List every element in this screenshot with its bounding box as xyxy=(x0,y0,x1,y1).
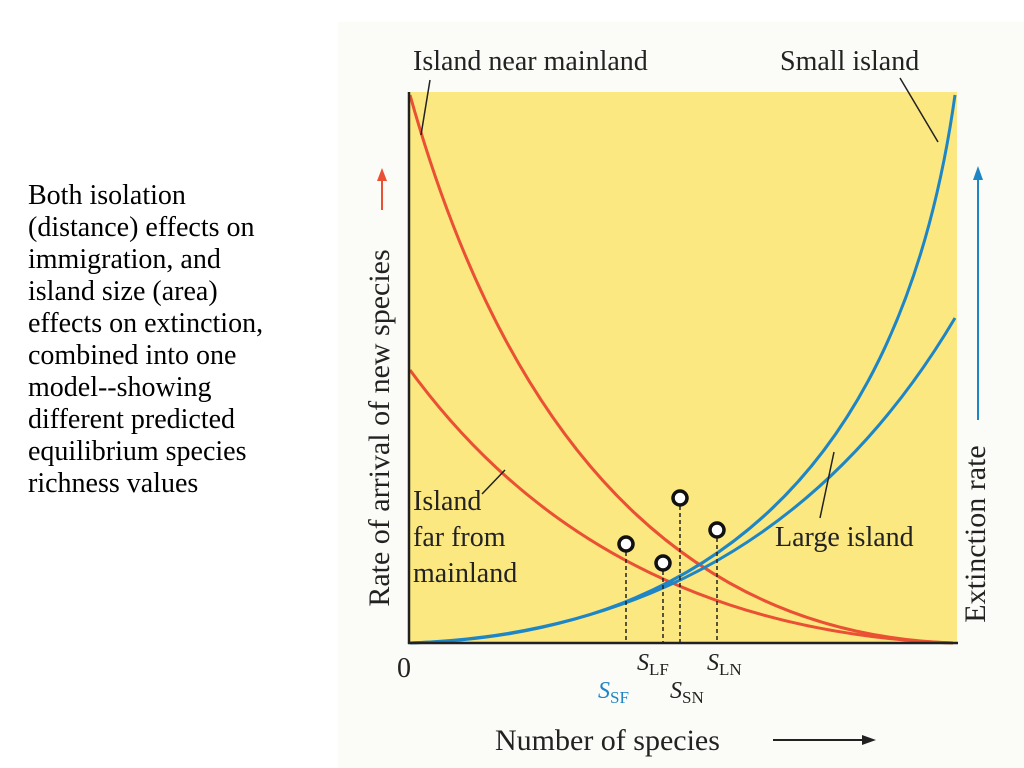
right-arrow-icon xyxy=(862,735,876,745)
equilibrium-label-s-lf: SLF xyxy=(637,650,669,679)
leader-line-near xyxy=(420,79,431,136)
equilibrium-point-s-ln xyxy=(708,521,726,539)
label-large-island: Large island xyxy=(775,522,914,553)
caption-text: Both isolation (distance) effects on imm… xyxy=(28,180,328,500)
immigration-curve-near xyxy=(408,94,954,645)
equilibrium-point-s-sf xyxy=(617,535,635,553)
plot-background xyxy=(409,92,957,643)
caption-line: equilibrium species xyxy=(28,436,247,467)
caption-line: richness values xyxy=(28,468,199,499)
y-axis-title: Rate of arrival of new species xyxy=(363,249,396,606)
caption-line: effects on extinction, xyxy=(28,308,264,339)
extinction-curve-large xyxy=(409,317,957,645)
right-axis-title: Extinction rate xyxy=(959,445,992,622)
up-arrow-icon xyxy=(377,168,387,181)
leader-line-large xyxy=(819,451,835,519)
caption-line: combined into one xyxy=(28,340,237,371)
equilibrium-point-s-lf xyxy=(654,554,672,572)
leader-line-small xyxy=(899,77,939,143)
immigration-curve-far xyxy=(408,369,954,645)
origin-label: 0 xyxy=(397,653,411,684)
equilibrium-label-s-ln: SLN xyxy=(707,650,742,679)
up-arrow-icon xyxy=(973,166,983,180)
label-island-far-line3: mainland xyxy=(413,558,517,589)
label-island-far-line1: Island xyxy=(413,486,481,517)
equilibrium-label-s-sf: SSF xyxy=(598,678,629,707)
label-island-far-line2: far from xyxy=(413,522,506,553)
equilibrium-point-s-sn xyxy=(671,489,689,507)
caption-line: model--showing xyxy=(28,372,212,403)
label-small-island: Small island xyxy=(780,46,919,77)
caption-line: (distance) effects on xyxy=(28,212,255,243)
label-island-near-mainland: Island near mainland xyxy=(413,46,648,77)
equilibrium-label-s-sn: SSN xyxy=(670,678,704,707)
caption-line: immigration, and xyxy=(28,244,221,275)
x-axis-title: Number of species xyxy=(495,724,720,757)
leader-line-far xyxy=(481,469,506,495)
caption-line: Both isolation xyxy=(28,180,186,211)
caption-line: island size (area) xyxy=(28,276,218,307)
caption-line: different predicted xyxy=(28,404,236,435)
